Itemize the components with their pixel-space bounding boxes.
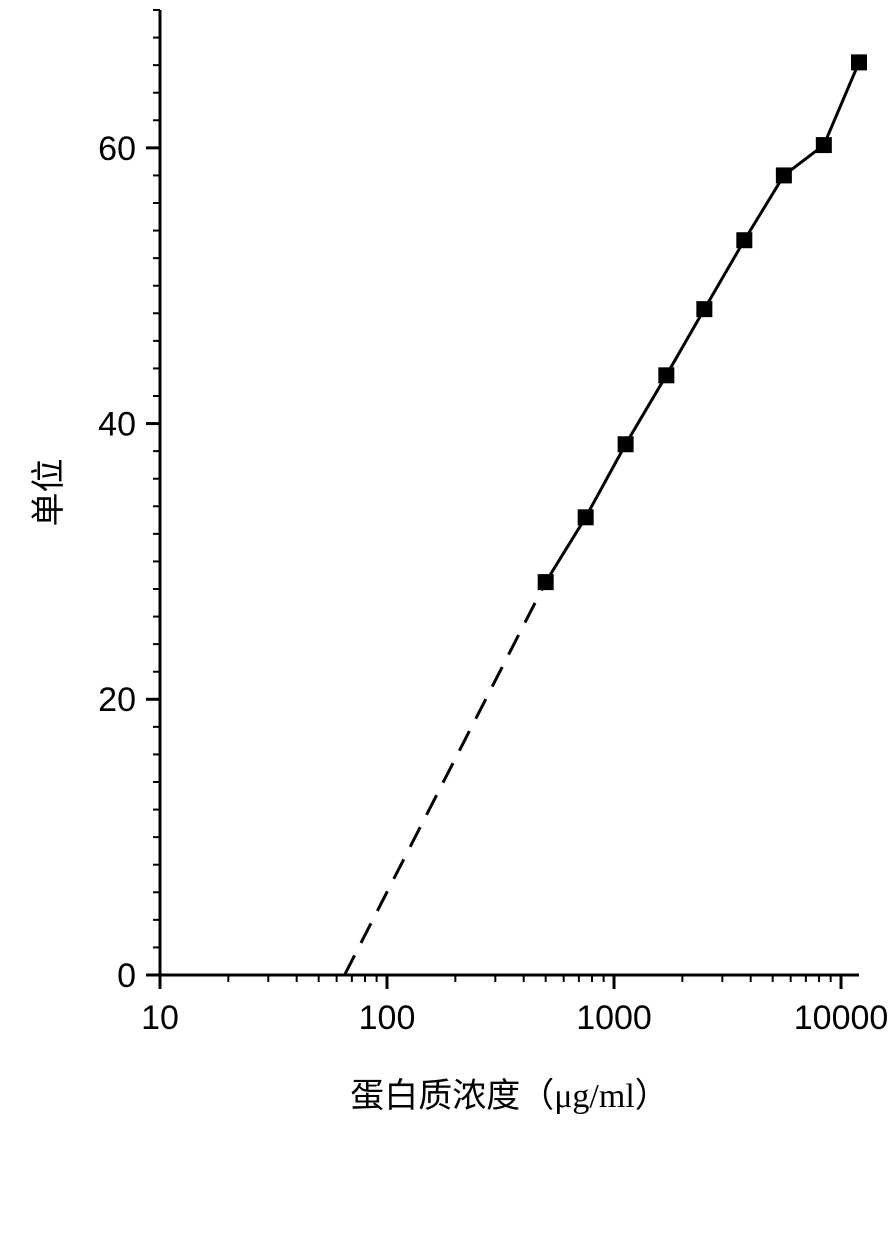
- x-tick-label: 10: [141, 999, 179, 1037]
- data-marker: [736, 232, 752, 248]
- line-chart: 0 20 40 60 10 100 1000 10000 单位蛋白质浓度（μg/ml）: [0, 0, 889, 1245]
- data-marker: [538, 574, 554, 590]
- y-tick-label: 0: [117, 957, 136, 995]
- data-marker: [658, 367, 674, 383]
- x-axis-label: 蛋白质浓度（μg/ml）: [350, 1077, 669, 1115]
- x-tick-label: 100: [359, 999, 416, 1037]
- data-marker: [816, 137, 832, 153]
- data-marker: [618, 436, 634, 452]
- y-axis-label: 单位: [30, 459, 68, 527]
- x-tick-label: 10000: [794, 999, 889, 1037]
- data-marker: [851, 54, 867, 70]
- y-tick-label: 40: [98, 405, 136, 443]
- x-tick-label: 1000: [576, 999, 652, 1037]
- y-tick-label: 60: [98, 130, 136, 168]
- data-marker: [696, 301, 712, 317]
- y-tick-label: 20: [98, 681, 136, 719]
- data-marker: [776, 167, 792, 183]
- data-marker: [578, 509, 594, 525]
